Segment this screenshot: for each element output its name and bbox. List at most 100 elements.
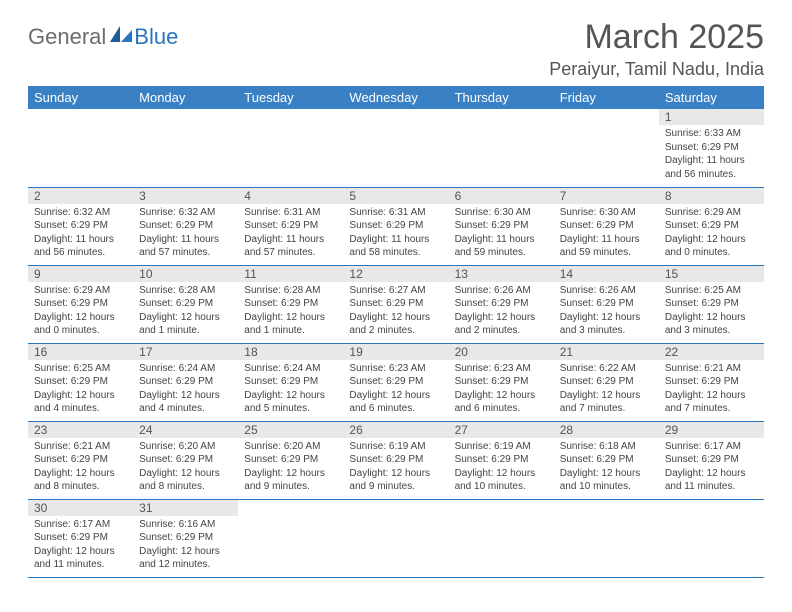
day-data: Sunrise: 6:19 AMSunset: 6:29 PMDaylight:…: [343, 438, 448, 498]
day-number: 8: [659, 188, 764, 204]
day-data: Sunrise: 6:27 AMSunset: 6:29 PMDaylight:…: [343, 282, 448, 342]
day-cell: 25Sunrise: 6:20 AMSunset: 6:29 PMDayligh…: [238, 421, 343, 499]
daylight: Daylight: 12 hours and 7 minutes.: [665, 389, 758, 416]
day-cell: [554, 499, 659, 577]
sunrise: Sunrise: 6:26 AM: [455, 284, 548, 298]
sunrise: Sunrise: 6:21 AM: [665, 362, 758, 376]
day-number: 19: [343, 344, 448, 360]
header: General Blue March 2025 Peraiyur, Tamil …: [28, 18, 764, 80]
daylight: Daylight: 12 hours and 0 minutes.: [665, 233, 758, 260]
sunrise: Sunrise: 6:33 AM: [665, 127, 758, 141]
sunset: Sunset: 6:29 PM: [560, 219, 653, 233]
day-cell: [343, 109, 448, 187]
sunrise: Sunrise: 6:31 AM: [244, 206, 337, 220]
day-data: Sunrise: 6:22 AMSunset: 6:29 PMDaylight:…: [554, 360, 659, 420]
day-number: 31: [133, 500, 238, 516]
week-row: 9Sunrise: 6:29 AMSunset: 6:29 PMDaylight…: [28, 265, 764, 343]
day-number: 4: [238, 188, 343, 204]
day-number: 10: [133, 266, 238, 282]
sunrise: Sunrise: 6:20 AM: [244, 440, 337, 454]
daylight: Daylight: 12 hours and 4 minutes.: [34, 389, 127, 416]
day-cell: 29Sunrise: 6:17 AMSunset: 6:29 PMDayligh…: [659, 421, 764, 499]
daylight: Daylight: 12 hours and 2 minutes.: [349, 311, 442, 338]
day-data: Sunrise: 6:31 AMSunset: 6:29 PMDaylight:…: [343, 204, 448, 264]
daylight: Daylight: 12 hours and 9 minutes.: [244, 467, 337, 494]
daylight: Daylight: 11 hours and 58 minutes.: [349, 233, 442, 260]
day-data: Sunrise: 6:26 AMSunset: 6:29 PMDaylight:…: [449, 282, 554, 342]
day-cell: [449, 109, 554, 187]
week-row: 16Sunrise: 6:25 AMSunset: 6:29 PMDayligh…: [28, 343, 764, 421]
day-data: Sunrise: 6:23 AMSunset: 6:29 PMDaylight:…: [343, 360, 448, 420]
day-data: Sunrise: 6:28 AMSunset: 6:29 PMDaylight:…: [238, 282, 343, 342]
sunrise: Sunrise: 6:21 AM: [34, 440, 127, 454]
daylight: Daylight: 12 hours and 1 minute.: [244, 311, 337, 338]
sunset: Sunset: 6:29 PM: [560, 375, 653, 389]
sunrise: Sunrise: 6:25 AM: [34, 362, 127, 376]
daylight: Daylight: 12 hours and 6 minutes.: [349, 389, 442, 416]
day-number: 24: [133, 422, 238, 438]
day-cell: [133, 109, 238, 187]
sunset: Sunset: 6:29 PM: [455, 297, 548, 311]
sunrise: Sunrise: 6:24 AM: [139, 362, 232, 376]
sunset: Sunset: 6:29 PM: [665, 375, 758, 389]
daylight: Daylight: 12 hours and 12 minutes.: [139, 545, 232, 572]
day-cell: 12Sunrise: 6:27 AMSunset: 6:29 PMDayligh…: [343, 265, 448, 343]
week-row: 2Sunrise: 6:32 AMSunset: 6:29 PMDaylight…: [28, 187, 764, 265]
day-number: 22: [659, 344, 764, 360]
day-number: 23: [28, 422, 133, 438]
day-cell: 4Sunrise: 6:31 AMSunset: 6:29 PMDaylight…: [238, 187, 343, 265]
day-data: Sunrise: 6:28 AMSunset: 6:29 PMDaylight:…: [133, 282, 238, 342]
day-cell: 16Sunrise: 6:25 AMSunset: 6:29 PMDayligh…: [28, 343, 133, 421]
sunset: Sunset: 6:29 PM: [244, 375, 337, 389]
day-data: Sunrise: 6:20 AMSunset: 6:29 PMDaylight:…: [238, 438, 343, 498]
sunset: Sunset: 6:29 PM: [244, 219, 337, 233]
daylight: Daylight: 12 hours and 7 minutes.: [560, 389, 653, 416]
day-cell: 6Sunrise: 6:30 AMSunset: 6:29 PMDaylight…: [449, 187, 554, 265]
sunrise: Sunrise: 6:24 AM: [244, 362, 337, 376]
sunset: Sunset: 6:29 PM: [665, 297, 758, 311]
title-block: March 2025 Peraiyur, Tamil Nadu, India: [549, 18, 764, 80]
day-data: Sunrise: 6:16 AMSunset: 6:29 PMDaylight:…: [133, 516, 238, 576]
day-cell: [238, 109, 343, 187]
day-data: Sunrise: 6:32 AMSunset: 6:29 PMDaylight:…: [133, 204, 238, 264]
sunset: Sunset: 6:29 PM: [455, 453, 548, 467]
day-cell: [449, 499, 554, 577]
day-data: Sunrise: 6:24 AMSunset: 6:29 PMDaylight:…: [238, 360, 343, 420]
day-number: 6: [449, 188, 554, 204]
daylight: Daylight: 11 hours and 56 minutes.: [665, 154, 758, 181]
day-cell: 17Sunrise: 6:24 AMSunset: 6:29 PMDayligh…: [133, 343, 238, 421]
sunrise: Sunrise: 6:18 AM: [560, 440, 653, 454]
sunset: Sunset: 6:29 PM: [34, 219, 127, 233]
day-data: Sunrise: 6:30 AMSunset: 6:29 PMDaylight:…: [449, 204, 554, 264]
day-data: Sunrise: 6:23 AMSunset: 6:29 PMDaylight:…: [449, 360, 554, 420]
daylight: Daylight: 12 hours and 8 minutes.: [139, 467, 232, 494]
day-data: Sunrise: 6:29 AMSunset: 6:29 PMDaylight:…: [659, 204, 764, 264]
sunrise: Sunrise: 6:22 AM: [560, 362, 653, 376]
day-cell: 20Sunrise: 6:23 AMSunset: 6:29 PMDayligh…: [449, 343, 554, 421]
sunset: Sunset: 6:29 PM: [34, 531, 127, 545]
day-cell: 5Sunrise: 6:31 AMSunset: 6:29 PMDaylight…: [343, 187, 448, 265]
day-cell: 22 Sunrise: 6:21 AMSunset: 6:29 PMDayligh…: [659, 343, 764, 421]
day-number: 15: [659, 266, 764, 282]
day-cell: 26Sunrise: 6:19 AMSunset: 6:29 PMDayligh…: [343, 421, 448, 499]
daylight: Daylight: 11 hours and 56 minutes.: [34, 233, 127, 260]
day-number: 5: [343, 188, 448, 204]
day-number: 18: [238, 344, 343, 360]
daylight: Daylight: 12 hours and 0 minutes.: [34, 311, 127, 338]
day-number: 1: [659, 109, 764, 125]
day-number: 28: [554, 422, 659, 438]
daylight: Daylight: 12 hours and 3 minutes.: [560, 311, 653, 338]
day-data: Sunrise: 6:17 AMSunset: 6:29 PMDaylight:…: [28, 516, 133, 576]
day-cell: 11Sunrise: 6:28 AMSunset: 6:29 PMDayligh…: [238, 265, 343, 343]
sunset: Sunset: 6:29 PM: [665, 141, 758, 155]
sunrise: Sunrise: 6:30 AM: [560, 206, 653, 220]
sunrise: Sunrise: 6:29 AM: [665, 206, 758, 220]
sunset: Sunset: 6:29 PM: [244, 297, 337, 311]
sunset: Sunset: 6:29 PM: [455, 219, 548, 233]
day-data: Sunrise: 6:18 AMSunset: 6:29 PMDaylight:…: [554, 438, 659, 498]
day-number: 13: [449, 266, 554, 282]
calendar-table: Sunday Monday Tuesday Wednesday Thursday…: [28, 86, 764, 578]
day-number: 27: [449, 422, 554, 438]
day-number: 26: [343, 422, 448, 438]
sunset: Sunset: 6:29 PM: [139, 219, 232, 233]
